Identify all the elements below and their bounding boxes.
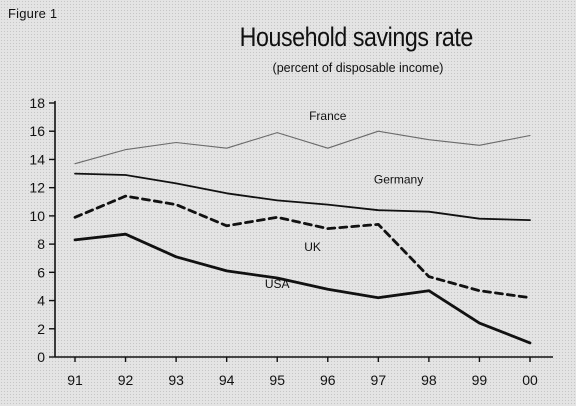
y-tick-label: 14 xyxy=(29,151,45,167)
x-tick-label: 97 xyxy=(371,372,387,388)
series-label-usa: USA xyxy=(265,277,290,291)
chart-subtitle: (percent of disposable income) xyxy=(272,61,444,75)
figure-label: Figure 1 xyxy=(8,6,58,21)
x-tick-label: 93 xyxy=(168,372,184,388)
x-tick-label: 99 xyxy=(472,372,488,388)
x-tick-label: 92 xyxy=(118,372,134,388)
x-tick-label: 94 xyxy=(219,372,235,388)
y-tick-label: 12 xyxy=(29,180,45,196)
chart-title: Household savings rate xyxy=(239,22,474,52)
y-tick-label: 0 xyxy=(37,349,45,365)
x-tick-label: 95 xyxy=(269,372,285,388)
x-tick-label: 00 xyxy=(522,372,538,388)
y-tick-label: 6 xyxy=(37,264,45,280)
y-tick-label: 2 xyxy=(37,321,45,337)
y-tick-label: 4 xyxy=(37,293,45,309)
y-tick-label: 16 xyxy=(29,123,45,139)
x-tick-label: 91 xyxy=(67,372,83,388)
x-tick-label: 98 xyxy=(421,372,437,388)
series-line-france xyxy=(74,130,531,165)
y-tick-label: 18 xyxy=(29,95,45,111)
chart-axes: 0 2 4 6 8 10 12 14 16 18 91 92 93 94 95 96 97 98 99 00 xyxy=(29,95,553,388)
series-label-germany: Germany xyxy=(374,172,423,186)
y-tick-label: 10 xyxy=(29,208,45,224)
series-label-uk: UK xyxy=(304,240,321,254)
series-labels: France Germany UK USA xyxy=(265,109,423,291)
series-label-france: France xyxy=(309,109,347,123)
chart-series xyxy=(73,130,532,345)
series-line-germany xyxy=(74,172,531,222)
y-tick-label: 8 xyxy=(37,236,45,252)
series-line-usa xyxy=(73,232,532,345)
series-line-uk xyxy=(73,194,532,300)
x-tick-label: 96 xyxy=(320,372,336,388)
